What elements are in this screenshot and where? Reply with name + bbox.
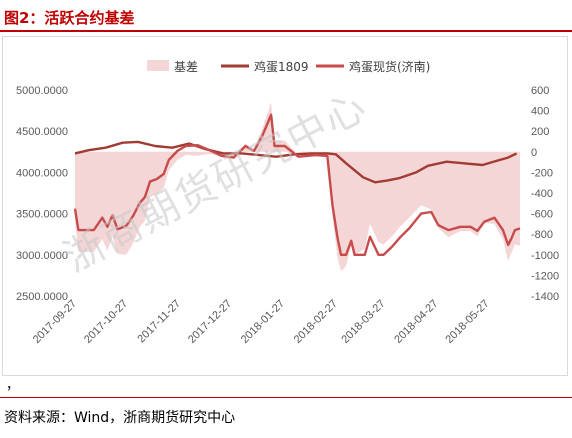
y-left-tick-label: 2500.0000 (16, 291, 68, 303)
x-tick-label: 2018-05-27 (443, 298, 491, 346)
x-tick-label: 2018-01-27 (239, 298, 287, 346)
futures-1809-line (74, 140, 518, 184)
legend-label: 鸡蛋1809 (254, 59, 309, 74)
y-right-tick-label: 0 (531, 147, 537, 159)
x-tick-label: 2018-03-27 (339, 298, 387, 346)
y-right-tick-label: -200 (531, 167, 553, 179)
y-right-tick-label: -1000 (531, 250, 559, 262)
y-right-tick-label: -400 (531, 188, 553, 200)
legend-label: 鸡蛋现货(济南) (349, 59, 430, 74)
figure-title: 图2：活跃合约基差 (4, 9, 135, 27)
x-tick-label: 2017-12-27 (186, 298, 234, 346)
y-right-tick-label: -1200 (531, 270, 559, 282)
title-divider (0, 30, 572, 32)
basis-area (75, 102, 520, 272)
legend-swatch-basis (147, 60, 169, 71)
y-left-tick-label: 4000.0000 (16, 167, 68, 179)
x-tick-label: 2017-11-27 (135, 298, 183, 346)
source-note: 资料来源：Wind，浙商期货研究中心 (4, 410, 236, 426)
title-bar: 图2：活跃合约基差 (0, 0, 572, 34)
x-tick-label: 2017-10-27 (82, 298, 130, 346)
y-left-tick-label: 3000.0000 (16, 250, 68, 262)
y-left-tick-label: 4500.0000 (16, 126, 68, 138)
chart-frame (2, 36, 568, 376)
source-divider (0, 397, 572, 398)
y-right-tick-label: 200 (531, 126, 549, 138)
x-tick-label: 2018-04-27 (392, 298, 440, 346)
y-right-tick-label: 600 (531, 85, 549, 97)
basis-chart: 2500.0000 3000.0000 3500.0000 4000.0000 4500… (16, 59, 559, 346)
legend-label: 基差 (174, 60, 198, 74)
y-left-tick-label: 3500.0000 (16, 209, 68, 221)
y-left-tick-label: 5000.0000 (16, 85, 68, 97)
stray-comma: ， (6, 378, 20, 393)
x-tick-label: 2017-09-27 (31, 298, 79, 346)
y-right-tick-label: 400 (531, 106, 549, 118)
y-right-tick-label: -600 (531, 209, 553, 221)
spot-jinan-line (73, 113, 521, 257)
y-right-tick-label: -1400 (531, 291, 559, 303)
y-right-tick-label: -800 (531, 229, 553, 241)
x-tick-label: 2018-02-27 (292, 298, 340, 346)
